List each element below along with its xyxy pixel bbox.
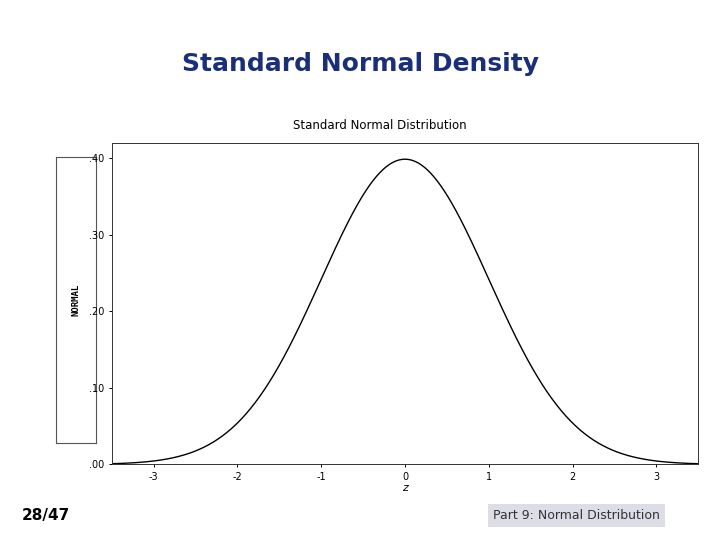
Text: Standard Normal Density: Standard Normal Density <box>181 52 539 76</box>
Text: Standard Normal Distribution: Standard Normal Distribution <box>293 119 467 132</box>
Text: 28/47: 28/47 <box>22 508 70 523</box>
Text: Part 9: Normal Distribution: Part 9: Normal Distribution <box>493 509 660 522</box>
Text: NORMAL: NORMAL <box>71 284 81 316</box>
X-axis label: z: z <box>402 483 408 494</box>
